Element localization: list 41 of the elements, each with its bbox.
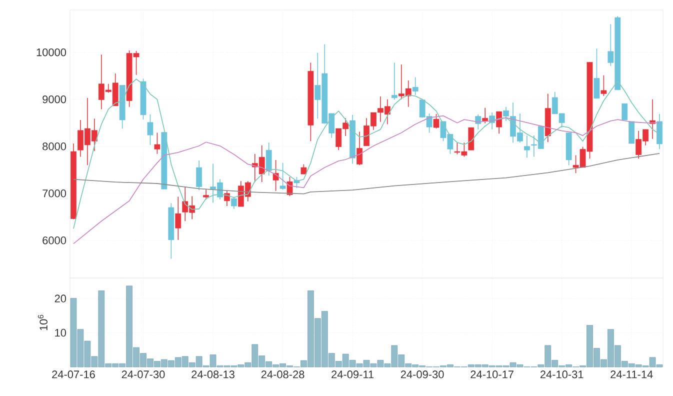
candlestick	[594, 48, 600, 99]
candlestick	[356, 131, 362, 166]
candlestick	[622, 103, 628, 120]
candlestick	[412, 76, 418, 96]
y-tick-label: 10000	[36, 48, 66, 56]
x-tick-label: 24-10-17	[470, 370, 514, 378]
candlestick	[656, 114, 662, 150]
candlestick	[175, 196, 182, 240]
x-tick-label: 24-09-11	[332, 370, 374, 378]
y-tick-label: 7000	[42, 190, 66, 198]
candlestick	[482, 107, 488, 124]
candlestick	[231, 196, 237, 210]
y-tick-label: 6000	[42, 236, 66, 244]
candlestick	[524, 135, 530, 158]
x-tick-label: 24-08-13	[192, 370, 234, 378]
candlestick	[496, 111, 502, 134]
y-tick-label: 9000	[42, 95, 66, 104]
candlestick	[475, 114, 482, 130]
y-tick-label: 20	[54, 294, 66, 302]
y-tick-label: 8000	[42, 142, 66, 150]
candlestick	[266, 142, 272, 176]
candlestick	[147, 114, 154, 146]
candlestick	[272, 160, 279, 192]
candlestick	[468, 127, 474, 151]
candlestick	[300, 164, 307, 174]
candlestick	[433, 114, 440, 129]
candlestick	[391, 62, 398, 100]
y-axis-title: 10$^{6}$	[38, 314, 48, 330]
candlestick	[600, 74, 607, 96]
x-tick-label: 24-07-16	[52, 370, 95, 378]
x-tick-label: 24-09-30	[400, 370, 444, 378]
candlestick	[196, 160, 202, 190]
y-tick-label: 10	[55, 328, 66, 337]
candlestick	[280, 162, 286, 190]
candlestick	[154, 132, 160, 154]
x-tick-label: 24-10-31	[540, 370, 584, 378]
candlestick	[628, 121, 635, 144]
x-tick-label: 24-08-28	[261, 370, 304, 378]
x-tick-label: 24-07-30	[122, 370, 165, 378]
x-tick-label: 24-11-14	[610, 370, 653, 378]
candlestick	[203, 188, 209, 200]
